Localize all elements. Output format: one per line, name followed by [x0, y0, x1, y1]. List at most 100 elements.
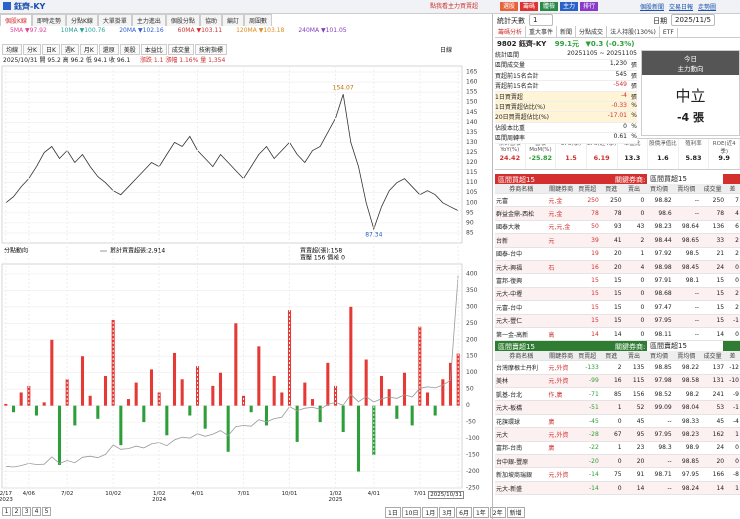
- column-header: 券商名稱: [495, 184, 548, 194]
- chart-tab[interactable]: 週K: [60, 44, 79, 55]
- broker-cell: --: [672, 314, 701, 328]
- right-tab[interactable]: 籌碼分析: [495, 26, 527, 37]
- range-button[interactable]: 新增: [506, 507, 525, 518]
- chart-tab[interactable]: 還原: [98, 44, 119, 55]
- broker-row[interactable]: 元富-台中 15 15 0 97.47 -- 15 2: [495, 300, 740, 315]
- top-button[interactable]: 主力: [560, 2, 579, 11]
- broker-row[interactable]: 元大-新盛 -14 0 14 -- 98.24 14 1: [495, 481, 740, 496]
- right-tab[interactable]: 重大事件: [526, 26, 558, 37]
- broker-row[interactable]: 國泰大墩 元,元,金 50 93 43 98.23 98.64 136 6: [495, 220, 740, 235]
- column-header: 買賣超: [574, 351, 600, 362]
- menu-tab[interactable]: 周圍數: [243, 14, 272, 26]
- range-button[interactable]: 1月: [422, 507, 439, 518]
- top-button[interactable]: 體檢: [540, 2, 559, 11]
- broker-row[interactable]: 新加坡商瑞銀 元,外資 -14 75 91 98.71 97.95 166 -8: [495, 467, 740, 482]
- chart-tab[interactable]: 日K: [41, 44, 60, 55]
- broker-cell: [547, 314, 575, 328]
- alert[interactable]: 點我看主力買賣超: [430, 3, 479, 10]
- broker-row[interactable]: 元富 元,金 250 250 0 98.82 -- 250 7: [495, 193, 740, 208]
- chart-tab[interactable]: 技術指標: [194, 44, 227, 55]
- date-input[interactable]: 2025/11/5: [671, 14, 715, 26]
- menu-tab[interactable]: 編訂: [221, 14, 244, 26]
- broker-cell: 4: [725, 206, 740, 221]
- page-button[interactable]: 5: [42, 507, 51, 516]
- broker-cell: 1: [725, 427, 740, 442]
- range-button[interactable]: 1年: [472, 507, 489, 518]
- right-tab[interactable]: 分點成交: [576, 26, 608, 37]
- page-button[interactable]: 4: [32, 507, 41, 516]
- broker-row[interactable]: 元大 元,外資 -28 67 95 97.95 98.23 162 1: [495, 427, 740, 442]
- broker-row[interactable]: 富邦-復興 15 15 0 97.91 98.1 15 0: [495, 273, 740, 288]
- range-button[interactable]: 6月: [456, 507, 472, 518]
- top-button[interactable]: 籌碼: [520, 2, 539, 11]
- broker-row[interactable]: 富邦-台南廣 -22 1 23 98.3 98.9 24 0: [495, 441, 740, 456]
- broker-cell: 14: [700, 327, 726, 342]
- top-button[interactable]: 選股: [500, 2, 519, 11]
- days-select[interactable]: 1: [529, 14, 553, 26]
- menu-tab[interactable]: 個股K線: [0, 14, 32, 26]
- range-buttons: 1日 10日 1月 3月 6月 1年 2年 新增: [385, 507, 526, 518]
- ma-label: 5MA ▼97.92: [10, 27, 47, 34]
- x-tick-label: 7/01: [413, 491, 426, 497]
- chart-tab[interactable]: 成交量: [167, 44, 194, 55]
- table-select[interactable]: 區間買超15: [647, 174, 723, 184]
- broker-cell: 24: [700, 260, 726, 275]
- stat-label: 區間周轉率: [495, 135, 526, 143]
- broker-row[interactable]: 美林 元,外資 -99 16 115 97.98 98.58 131 -10: [495, 374, 740, 389]
- y-tick-label: 100: [466, 199, 478, 206]
- key-label: 關鍵券商:: [615, 176, 646, 184]
- right-tab[interactable]: 法人持股(130%): [607, 26, 660, 37]
- top-link[interactable]: 個股新聞: [640, 4, 665, 11]
- menu-tab[interactable]: 主力進出: [131, 14, 166, 26]
- period[interactable]: 日線: [440, 47, 453, 54]
- top-button[interactable]: 排行: [580, 2, 599, 11]
- chart-tab[interactable]: 美股: [119, 44, 140, 55]
- broker-row[interactable]: 台中銀-豐原 -20 0 20 -- 98.85 20 0: [495, 454, 740, 469]
- range-button[interactable]: 1日: [385, 507, 401, 518]
- chart-tab[interactable]: 均線: [2, 44, 23, 55]
- page-button[interactable]: 1: [2, 507, 11, 516]
- range-button[interactable]: 3月: [439, 507, 456, 518]
- menu-tab[interactable]: 即時走勢: [31, 14, 66, 26]
- chart-tab[interactable]: 月K: [79, 44, 98, 55]
- menu-tab[interactable]: 大單掛單: [97, 14, 132, 26]
- range-button[interactable]: 2年: [489, 507, 506, 518]
- broker-row[interactable]: 元大-興福石 16 20 4 98.98 98.45 24 0: [495, 260, 740, 275]
- broker-cell: [547, 287, 575, 302]
- menu-tab[interactable]: 分點K線: [65, 14, 98, 26]
- page-button[interactable]: 2: [12, 507, 21, 516]
- broker-row[interactable]: 花旗環球廣 -45 0 45 -- 98.33 45 -4: [495, 414, 740, 429]
- flow-bar: [195, 366, 200, 406]
- page-button[interactable]: 3: [22, 507, 31, 516]
- buy-panel: 區間買超15 關鍵券商: 區間買超15 券商名稱 關鍵券商 買賣超 買進 賣出 買均價 賣均價 成交…: [495, 174, 740, 342]
- chart-tab[interactable]: 本益比: [140, 44, 167, 55]
- broker-cell: 1: [599, 441, 623, 456]
- top-link[interactable]: 交易日報: [669, 4, 694, 11]
- broker-row[interactable]: 元大-豐仁 15 15 0 97.95 -- 15 -1: [495, 314, 740, 328]
- broker-cell: 78: [700, 206, 726, 221]
- right-tab[interactable]: ETF: [660, 28, 678, 37]
- top-buttons: 選股 籌碼 體檢 主力 排行: [500, 1, 600, 11]
- broker-name: 國泰-台中: [495, 247, 548, 261]
- top-link[interactable]: 走勢圖: [698, 4, 717, 11]
- broker-row[interactable]: 台新元 39 41 2 98.44 98.65 33 2: [495, 233, 740, 248]
- broker-cell: 98.04: [672, 400, 701, 415]
- table-select[interactable]: 區間賣超15: [647, 341, 723, 352]
- right-tab[interactable]: 新聞: [557, 26, 577, 37]
- range-button[interactable]: 10日: [401, 507, 422, 518]
- stat-value: 1,230: [609, 60, 627, 68]
- flow-bar: [241, 395, 246, 406]
- broker-row[interactable]: 台灣摩根士丹利 元,外資 -133 2 135 98.85 98.22 137 -12: [495, 360, 740, 375]
- menu-tab[interactable]: 個股分點: [165, 14, 200, 26]
- broker-cell: 98.85: [672, 454, 701, 469]
- broker-row[interactable]: 元大-中壢 15 15 0 98.68 -- 15 2: [495, 287, 740, 302]
- flow-bar: [349, 306, 353, 406]
- chart-tab[interactable]: 分K: [23, 44, 41, 55]
- broker-row[interactable]: 凱基-台北 作,廣 -71 85 156 98.52 98.2 241 -9: [495, 387, 740, 402]
- menu-tab[interactable]: 協助: [199, 14, 222, 26]
- broker-row[interactable]: 群益金鼎-西松 元,金 78 78 0 98.6 -- 78 4: [495, 206, 740, 221]
- broker-cell: 2: [725, 300, 740, 315]
- broker-row[interactable]: 第一金-高新高 14 14 0 98.11 -- 14 0: [495, 327, 740, 342]
- broker-row[interactable]: 元大-板橋 -51 1 52 99.09 98.04 53 -1: [495, 400, 740, 415]
- broker-row[interactable]: 國泰-台中 19 20 1 97.92 98.5 21 2: [495, 247, 740, 261]
